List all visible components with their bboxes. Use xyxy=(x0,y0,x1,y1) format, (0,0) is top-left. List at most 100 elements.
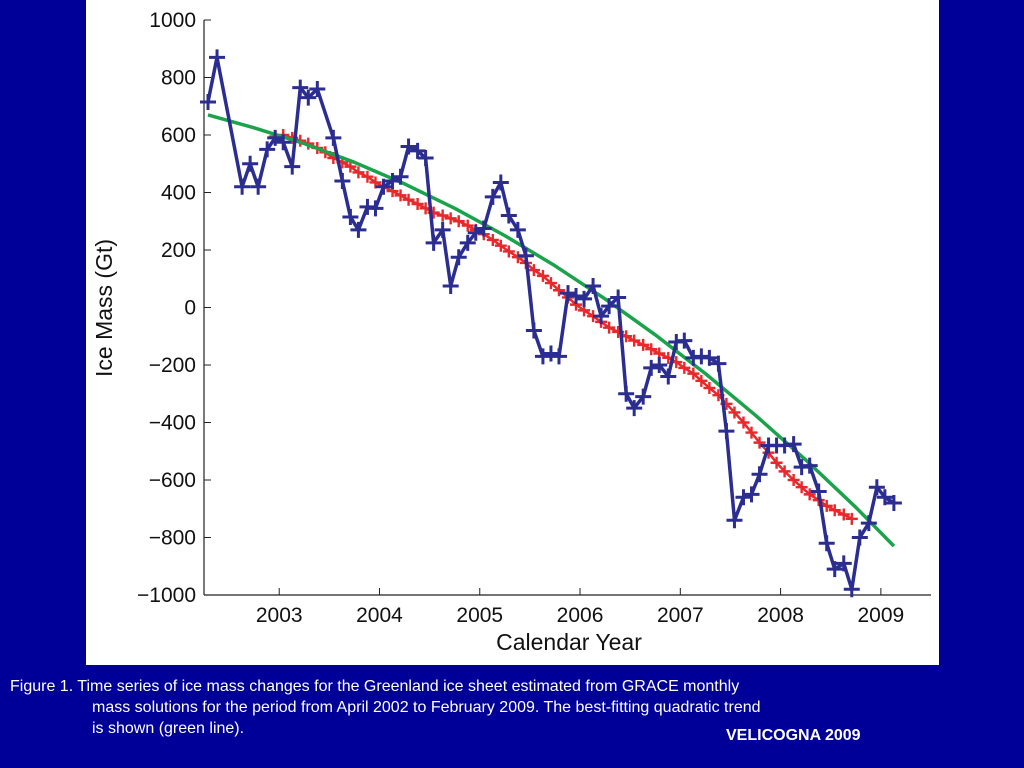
smoothed-point xyxy=(820,499,833,512)
data-series xyxy=(200,49,902,598)
x-tick-label: 2004 xyxy=(356,604,403,627)
monthly-point xyxy=(785,436,802,453)
smoothed-point xyxy=(436,209,449,222)
monthly-point xyxy=(534,348,551,365)
monthly-point xyxy=(810,483,827,500)
monthly-point xyxy=(234,178,251,195)
monthly-point xyxy=(209,49,226,66)
monthly-point xyxy=(585,277,602,294)
monthly-point xyxy=(392,168,409,185)
monthly-point xyxy=(701,349,718,366)
monthly-point xyxy=(868,479,885,496)
monthly-point xyxy=(550,348,567,365)
y-tick-label: 400 xyxy=(161,182,196,205)
monthly-point xyxy=(851,529,868,546)
monthly-point xyxy=(818,535,835,552)
monthly-point xyxy=(826,561,843,578)
monthly-point xyxy=(442,277,459,294)
monthly-point xyxy=(334,173,351,189)
caption-line-2: mass solutions for the period from April… xyxy=(92,699,761,716)
monthly-point xyxy=(843,581,860,598)
smoothed-point xyxy=(552,284,565,297)
smoothed-point xyxy=(402,193,415,206)
monthly-point xyxy=(350,221,367,238)
monthly-point xyxy=(876,489,893,506)
monthly-point xyxy=(885,495,902,511)
monthly-point xyxy=(325,129,342,146)
smoothed-point xyxy=(678,361,691,374)
x-axis-title: Calendar Year xyxy=(496,629,642,655)
caption-line-1: Figure 1. Time series of ice mass change… xyxy=(10,678,740,695)
monthly-point xyxy=(525,322,542,339)
smoothed-point xyxy=(745,426,758,439)
monthly-point xyxy=(635,388,652,405)
monthly-point xyxy=(300,89,317,106)
smoothed-point xyxy=(837,508,850,521)
chart-panel: 1000 800 600 400 200 0 −200 −400 −600 −800 −1000 20… xyxy=(86,0,939,665)
monthly-point xyxy=(467,224,484,241)
smoothed-point xyxy=(828,504,841,517)
smoothed-point xyxy=(737,416,750,429)
y-tick-label: −800 xyxy=(149,527,196,550)
smoothed-point xyxy=(787,474,800,486)
monthly-point xyxy=(710,355,727,372)
monthly-point xyxy=(601,298,618,315)
monthly-point xyxy=(568,288,585,304)
monthly-point xyxy=(409,142,426,159)
x-tick-label: 2006 xyxy=(557,604,604,627)
monthly-point xyxy=(267,129,284,146)
smoothed-point xyxy=(494,239,507,252)
y-tick-label: −200 xyxy=(149,354,196,377)
smoothed-point xyxy=(411,198,424,210)
smoothed-point xyxy=(687,367,700,380)
monthly-point xyxy=(743,486,760,503)
monthly-point xyxy=(417,150,434,166)
monthly-point xyxy=(375,178,392,195)
monthly-point xyxy=(618,385,635,402)
monthly-point xyxy=(284,158,301,175)
smoothed-point xyxy=(628,334,641,347)
smoothed-point xyxy=(753,436,766,449)
monthly-point xyxy=(384,173,401,189)
monthly-point xyxy=(342,208,359,225)
monthly-point xyxy=(484,188,501,205)
monthly-point xyxy=(660,368,677,385)
y-tick-label: 600 xyxy=(161,124,196,147)
smoothed-point xyxy=(461,219,474,232)
y-tick-label: 1000 xyxy=(149,9,196,32)
monthly-point xyxy=(735,489,752,506)
smoothed-point xyxy=(394,189,407,202)
axes: 1000 800 600 400 200 0 −200 −400 −600 −800 −1000 20… xyxy=(137,9,931,627)
smoothed-point xyxy=(486,233,499,246)
smoothed-point xyxy=(352,166,365,179)
monthly-point xyxy=(651,357,668,373)
monthly-point xyxy=(626,400,643,417)
smoothed-point xyxy=(603,321,616,334)
smoothed-point xyxy=(770,456,783,469)
monthly-point xyxy=(434,221,451,238)
monthly-point xyxy=(250,178,267,195)
monthly-point xyxy=(517,247,534,264)
smoothed-point xyxy=(703,382,716,394)
smoothed-point xyxy=(544,277,557,290)
monthly-point xyxy=(560,285,577,302)
y-axis-title: Ice Mass (Gt) xyxy=(91,239,117,377)
smoothed-point xyxy=(527,264,540,277)
smoothed-point xyxy=(452,215,465,228)
x-tick-label: 2009 xyxy=(858,604,905,627)
monthly-point xyxy=(726,512,743,529)
monthly-point xyxy=(500,207,517,224)
ice-mass-chart: 1000 800 600 400 200 0 −200 −400 −600 −800 −1000 20… xyxy=(91,9,931,655)
monthly-point xyxy=(367,200,384,217)
monthly-point xyxy=(751,466,768,483)
y-tick-label: 0 xyxy=(184,297,196,320)
monthly-point xyxy=(718,423,735,440)
monthly-point xyxy=(292,79,309,96)
smoothed-point xyxy=(845,512,858,525)
monthly-point xyxy=(259,141,276,158)
y-tick-label: 200 xyxy=(161,239,196,262)
y-tick-label: 800 xyxy=(161,67,196,90)
monthly-point xyxy=(576,290,593,307)
caption-credit: VELICOGNA 2009 xyxy=(726,727,861,744)
monthly-point xyxy=(492,174,509,191)
